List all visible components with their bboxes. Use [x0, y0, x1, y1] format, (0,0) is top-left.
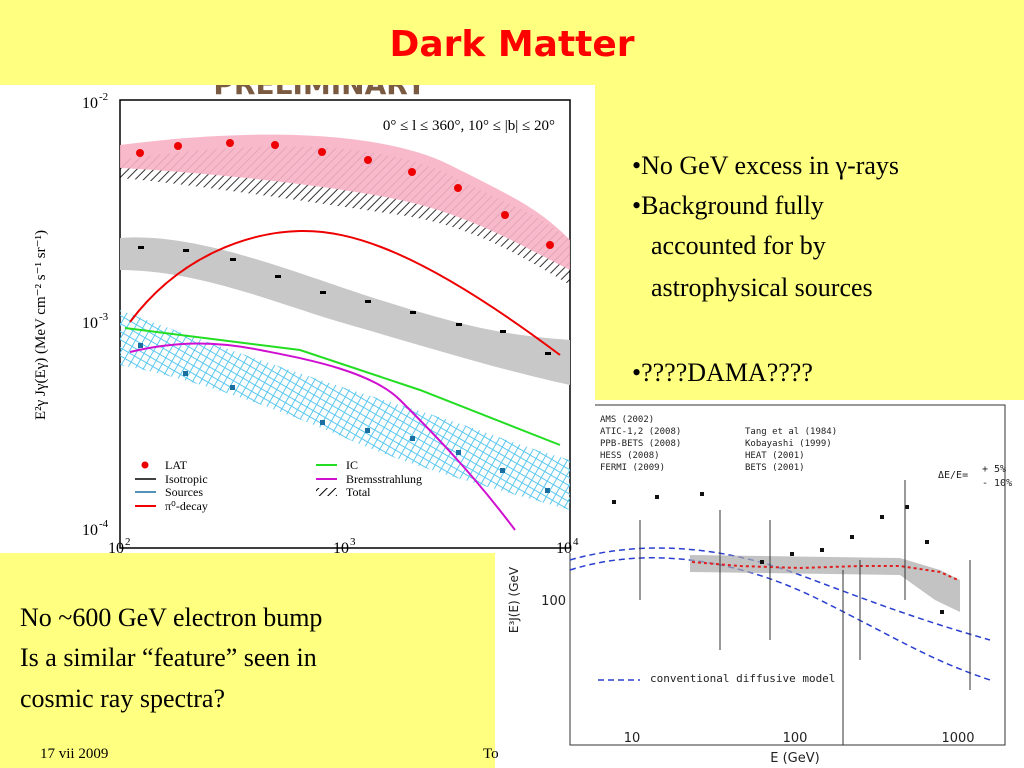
legend-marker: [316, 488, 337, 496]
y-axis-label: E³J(E) (GeV: [507, 566, 521, 633]
slide-title: Dark Matter: [389, 24, 634, 65]
legend-entry: Bremsstrahlung: [346, 472, 422, 486]
resolution-label: ΔE/E=: [938, 470, 968, 481]
lat-band: [120, 134, 570, 270]
legend-entry: Kobayashi (1999): [745, 439, 832, 449]
pi0-curve: [129, 229, 561, 356]
notes: No ~600 GeV electron bump Is a similar “…: [20, 603, 322, 713]
region-annotation: 0° ≤ l ≤ 360°, 10° ≤ |b| ≤ 20°: [383, 118, 555, 134]
figure-frame: [569, 404, 1006, 746]
legend-entry: PPB-BETS (2008): [600, 439, 681, 449]
note-line: cosmic ray spectra?: [20, 684, 225, 713]
resolution-label: - 10%: [982, 478, 1012, 489]
x-tick-exp: 3: [350, 536, 356, 548]
legend-entry: AMS (2002): [600, 415, 654, 425]
error-bars: [639, 480, 971, 745]
legend-entry: HESS (2008): [600, 451, 660, 461]
brems-curve: [129, 342, 516, 531]
model-label: conventional diffusive model: [650, 672, 835, 685]
note-line: Is a similar “feature” seen in: [20, 643, 317, 672]
x-tick-label: 1000: [941, 731, 974, 746]
y-tick-label: 100: [541, 594, 566, 609]
legend-entry: IC: [346, 458, 358, 472]
fermi-band: [690, 555, 960, 612]
bullet: •Background fully: [632, 191, 824, 220]
ic-curve: [124, 327, 561, 446]
data-points: [612, 492, 944, 614]
bullet: astrophysical sources: [651, 273, 873, 302]
legend-entry: LAT: [165, 458, 188, 472]
sources-points: [138, 343, 550, 493]
lat-points: [136, 139, 554, 249]
legend-entry: Tang et al (1984): [745, 427, 837, 437]
x-tick-label: 100: [783, 731, 808, 746]
bullet: •No GeV excess in γ-rays: [632, 151, 899, 180]
legend-entry: π⁰-decay: [165, 499, 208, 513]
bullet: accounted for by: [651, 231, 826, 260]
legend-entry: FERMI (2009): [600, 463, 665, 473]
banner: PRELIMINARY: [213, 68, 427, 101]
footer-date: 17 vii 2009: [40, 746, 108, 762]
legend-entry: Total: [346, 485, 371, 499]
legend-entry: ATIC-1,2 (2008): [600, 427, 681, 437]
legend-entry: BETS (2001): [745, 463, 805, 473]
model-curve: [569, 547, 991, 641]
y-tick-base: 10: [82, 95, 98, 112]
y-tick-exp: -3: [99, 311, 109, 323]
footer-title: To: [483, 746, 499, 762]
x-axis-label: E (GeV): [770, 751, 819, 766]
isotropic-points: [138, 246, 551, 355]
x-tick-label: 10: [624, 731, 641, 746]
legend-entry: Sources: [165, 485, 203, 499]
y-tick-exp: -2: [99, 91, 108, 103]
bullet-list: •No GeV excess in γ-rays •Background ful…: [632, 151, 899, 387]
x-tick-exp: 2: [125, 536, 131, 548]
x-tick-base: 10: [556, 540, 572, 557]
y-axis-label: E²γ Jγ(Eγ) (MeV cm⁻² s⁻¹ sr⁻¹): [33, 230, 49, 420]
legend-marker: [141, 461, 149, 469]
resolution-label: + 5%: [982, 464, 1006, 475]
legend-entry: HEAT (2001): [745, 451, 805, 461]
bullet: •????DAMA????: [632, 358, 813, 387]
y-tick-base: 10: [82, 315, 98, 332]
y-tick-base: 10: [82, 522, 98, 539]
isotropic-band: [120, 237, 570, 385]
x-tick-exp: 4: [573, 536, 579, 548]
x-tick-base: 10: [333, 540, 349, 557]
legend-entry: Isotropic: [165, 472, 208, 486]
x-tick-base: 10: [108, 540, 124, 557]
left-figure: PRELIMINARY: [0, 68, 595, 557]
y-tick-exp: -4: [99, 518, 109, 530]
note-line: No ~600 GeV electron bump: [20, 603, 322, 632]
